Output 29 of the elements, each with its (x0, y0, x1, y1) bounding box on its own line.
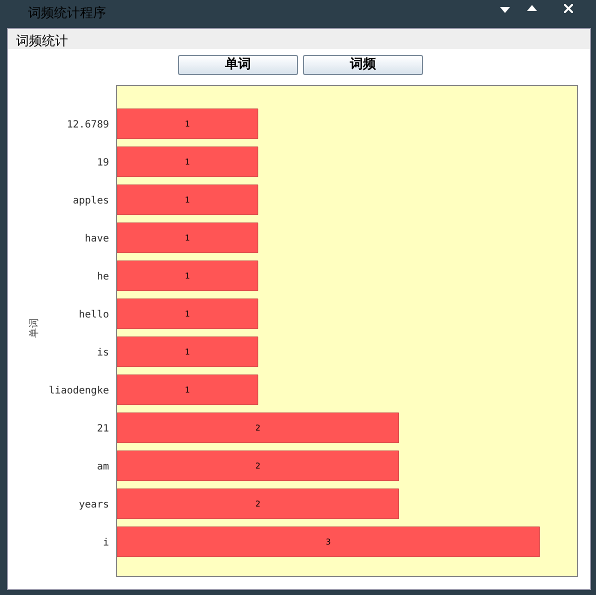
text: 单词 (178, 55, 298, 75)
y-tick-label: i (102, 538, 109, 549)
data-label: 1 (184, 386, 190, 395)
data-label: 1 (184, 120, 190, 129)
y-tick-label: 19 (96, 158, 109, 169)
y-tick-label: am (96, 462, 109, 473)
data-label: 1 (184, 158, 190, 167)
y-tick-label: liaodengke (48, 386, 109, 397)
data-label: 2 (255, 462, 260, 471)
y-tick-label: apples (72, 196, 109, 207)
y-tick-label: he (96, 272, 109, 283)
y-tick-label: is (96, 348, 109, 359)
chart-subtitle: 词频统计 (16, 33, 68, 50)
data-label: 2 (255, 500, 260, 509)
text: 词频 (303, 55, 423, 75)
data-label: 1 (184, 234, 190, 243)
y-tick-label: 12.6789 (66, 120, 109, 131)
y-tick-label: 21 (96, 424, 109, 435)
y-axis-title: 单词 (28, 318, 41, 338)
y-tick-label: years (78, 500, 109, 511)
data-label: 1 (184, 348, 190, 357)
data-label: 3 (326, 538, 331, 547)
data-label: 1 (184, 196, 190, 205)
data-label: 1 (184, 272, 190, 281)
data-label: 2 (255, 424, 260, 433)
y-tick-label: have (84, 234, 109, 245)
y-tick-label: hello (78, 310, 109, 321)
chart-title: 词频统计程序 (28, 5, 106, 22)
data-label: 1 (184, 310, 190, 319)
